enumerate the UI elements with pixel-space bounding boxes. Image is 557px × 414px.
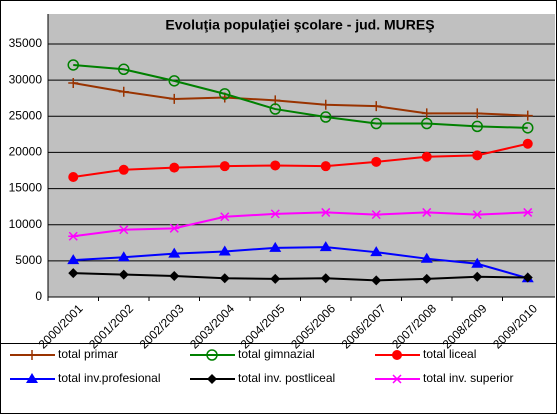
marker [270,273,281,284]
marker [68,231,79,241]
marker [219,161,230,172]
marker [168,247,181,258]
marker [118,86,129,97]
marker [371,101,382,112]
y-tick-label: 25000 [9,108,43,122]
marker [118,164,129,175]
marker [392,350,402,360]
chart-title: Evoluţia populaţiei şcolare - jud. MUREŞ [165,17,434,33]
marker [207,374,217,384]
marker [68,268,79,279]
marker [471,120,483,133]
marker [320,207,331,217]
y-tick-label: 10000 [9,217,43,231]
marker [169,271,180,282]
marker [270,160,281,171]
marker [118,63,130,76]
marker [206,349,218,361]
marker [218,245,231,256]
legend-label: total inv. postliceal [238,371,335,385]
marker [168,75,180,87]
series-line [73,246,529,280]
marker [522,272,533,283]
marker [270,209,281,219]
marker [117,251,130,262]
marker [118,269,129,280]
marker [169,93,180,104]
legend-box [0,343,557,414]
marker [522,110,533,121]
marker [219,88,231,100]
series-line [73,82,528,117]
marker [27,350,37,360]
marker [392,374,402,384]
marker [472,150,483,161]
marker [522,122,534,134]
marker [320,273,331,284]
y-tick-label: 0 [35,289,42,303]
marker [169,162,180,173]
marker [421,207,432,217]
marker [370,246,383,257]
marker [26,373,38,383]
legend-label: total primar [58,347,118,361]
series-line [73,63,528,129]
y-tick-label: 30000 [9,72,43,86]
marker [118,225,129,235]
marker [421,151,432,162]
legend-label: total inv.profesional [58,371,161,385]
marker [219,273,230,284]
marker [421,117,433,130]
legend-label: total inv. superior [423,371,514,385]
legend-label: total gimnazial [238,347,315,361]
marker [522,138,533,149]
series-line [73,272,528,282]
legend-label: total liceal [423,347,476,361]
marker [421,273,432,284]
marker [320,161,331,172]
marker [68,78,79,89]
marker [269,103,281,115]
y-tick-label: 20000 [9,145,43,159]
y-tick-label: 35000 [9,36,43,50]
marker [370,117,382,130]
marker [67,59,79,71]
marker [320,111,332,123]
marker [420,252,433,263]
y-tick-label: 15000 [9,181,43,195]
y-tick-label: 5000 [15,253,42,267]
marker [68,172,79,183]
marker [319,241,332,252]
marker [522,207,533,217]
marker [67,254,80,265]
marker [472,210,483,220]
marker [371,210,382,220]
marker [219,212,230,222]
marker [269,241,282,252]
marker [371,156,382,167]
series-line [73,211,528,238]
marker [371,275,382,286]
marker [421,108,432,119]
marker [472,108,483,119]
marker [320,99,331,110]
marker [471,257,484,268]
marker [472,271,483,282]
series-line [73,142,528,178]
marker [169,223,180,233]
